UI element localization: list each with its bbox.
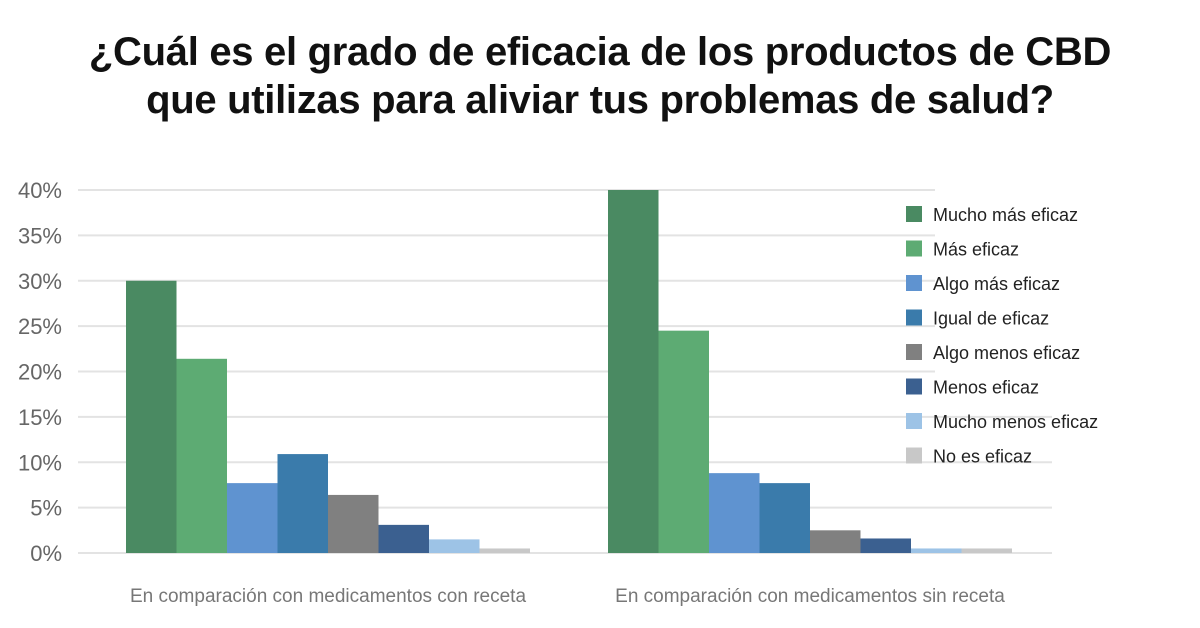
legend-swatch [906, 447, 922, 464]
bar [860, 538, 911, 553]
legend-swatch [906, 275, 922, 291]
x-category-label: En comparación con medicamentos con rece… [130, 586, 526, 607]
chart-title: ¿Cuál es el grado de eficacia de los pro… [0, 28, 1200, 124]
legend-label: Menos eficaz [933, 378, 1039, 398]
y-tick-label: 5% [30, 496, 62, 521]
bar [176, 358, 227, 553]
bar [658, 330, 709, 553]
y-tick-label: 20% [18, 360, 62, 385]
title-line-1: ¿Cuál es el grado de eficacia de los pro… [88, 30, 1112, 74]
bar [608, 190, 659, 553]
bar [709, 473, 760, 553]
y-tick-label: 10% [18, 450, 62, 475]
legend-label: Igual de eficaz [933, 309, 1049, 329]
bar [126, 280, 177, 553]
legend-label: Algo más eficaz [933, 274, 1060, 294]
bar [277, 454, 328, 553]
y-tick-label: 40% [18, 178, 62, 203]
legend-label: Mucho menos eficaz [933, 412, 1098, 432]
legend-label: Algo menos eficaz [933, 343, 1080, 363]
legend-swatch [906, 309, 922, 326]
bar [378, 524, 429, 553]
y-tick-label: 15% [18, 405, 62, 430]
bar [961, 548, 1012, 553]
legend-swatch [906, 378, 922, 395]
bar [227, 483, 278, 553]
y-tick-label: 0% [30, 541, 62, 566]
legend-swatch [906, 240, 922, 257]
legend-swatch [906, 344, 922, 360]
bar [429, 539, 480, 553]
legend-swatch [906, 206, 922, 222]
title-line-2: que utilizas para aliviar tus problemas … [146, 78, 1054, 122]
y-tick-label: 25% [18, 314, 62, 339]
bar [759, 483, 810, 553]
bar [328, 494, 379, 553]
bar [810, 530, 861, 553]
y-tick-label: 30% [18, 269, 62, 294]
x-category-label: En comparación con medicamentos sin rece… [615, 586, 1005, 607]
legend-label: Más eficaz [933, 240, 1019, 260]
legend-swatch [906, 413, 922, 429]
legend-label: Mucho más eficaz [933, 205, 1078, 225]
bar [479, 548, 530, 553]
y-tick-label: 35% [18, 223, 62, 248]
bar [911, 548, 962, 553]
legend-label: No es eficaz [933, 447, 1032, 467]
